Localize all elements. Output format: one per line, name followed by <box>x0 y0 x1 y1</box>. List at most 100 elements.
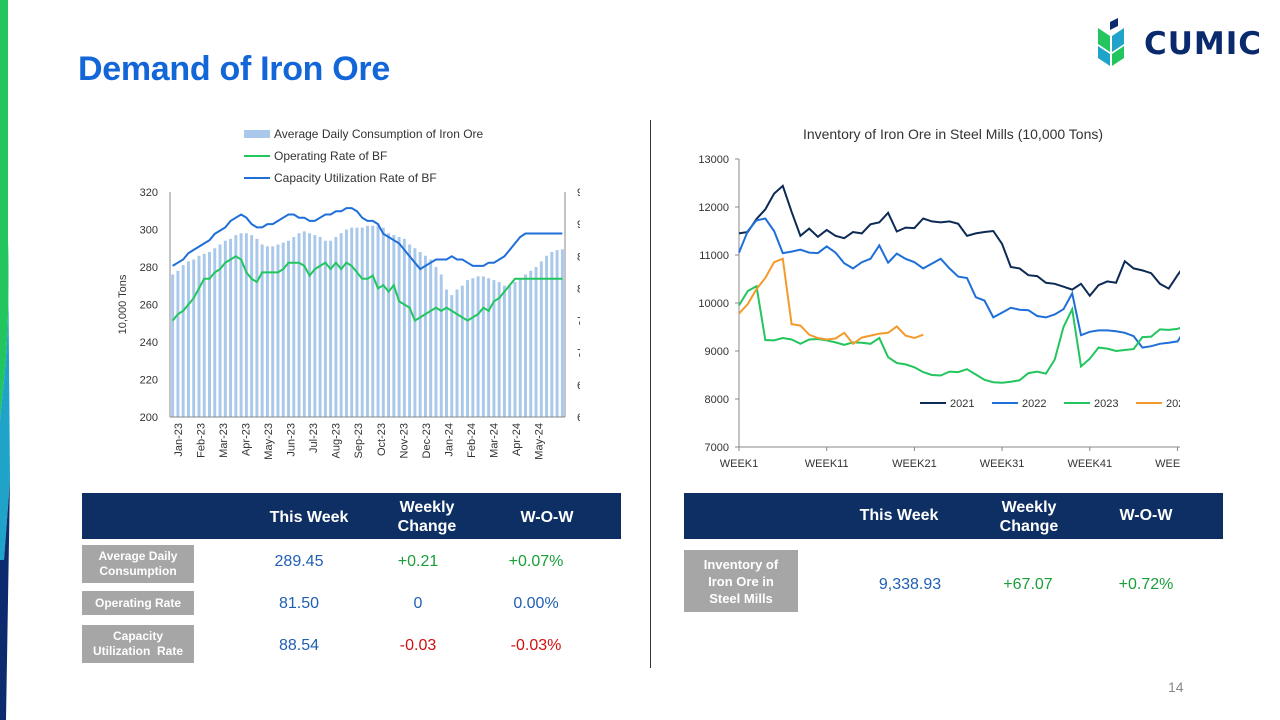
row-label-line: Consumption <box>99 564 177 578</box>
inventory-weekly-change: +67.07 <box>1003 576 1053 593</box>
header-change: Change <box>999 518 1059 535</box>
consumption-bar <box>423 255 427 417</box>
consumption-bar <box>313 235 317 417</box>
legend-label: Capacity Utilization Rate of BF <box>274 171 437 185</box>
consumption-bar <box>192 259 196 417</box>
series-line-2023 <box>738 284 1180 384</box>
consumption-bar <box>250 235 254 417</box>
cumic-logo-icon <box>1098 18 1124 66</box>
consumption-bar <box>202 253 206 417</box>
legend-label: Average Daily Consumption of Iron Ore <box>274 127 484 141</box>
y-tick-label: 12000 <box>698 202 729 214</box>
header-wow: W-O-W <box>1119 507 1173 524</box>
consumption-bar <box>508 285 512 417</box>
chart-left-axes: 200 220 240 260 280 300 320 60 65 70 75 80 85 90 95 10,… <box>117 187 580 460</box>
chart-right-axes: 7000 8000 9000 10000 11000 12000 13000 WEEK1 WEE… <box>698 154 1180 470</box>
x-tick-label: Jan-23 <box>173 423 185 457</box>
x-tick-label: Feb-23 <box>196 423 208 458</box>
consumption-bar <box>434 267 438 417</box>
consumption-bar <box>234 235 238 417</box>
legend-label-2022: 2022 <box>1022 398 1046 410</box>
x-tick-label: Apr-23 <box>241 423 253 456</box>
right-y-tick-label: 90 <box>577 219 580 231</box>
capacity-rate-this-week: 88.54 <box>278 637 320 654</box>
series-line-2021 <box>738 184 1180 298</box>
chart-right-title: Inventory of Iron Ore in Steel Mills (10… <box>803 126 1103 142</box>
consumption-bar <box>171 274 175 417</box>
x-tick-label: Jan-24 <box>443 423 455 457</box>
consumption-bar <box>218 244 222 417</box>
row-label-line: Iron Ore in <box>708 573 774 589</box>
consumption-bar <box>487 278 491 417</box>
consumption-bar <box>276 244 280 417</box>
page-number: 14 <box>1168 679 1184 695</box>
left-y-tick-label: 220 <box>140 375 158 387</box>
chart-left-lines <box>171 207 563 323</box>
row-label-capacity-utilization: Capacity Utilization Rate <box>82 625 194 663</box>
consumption-bar <box>413 248 417 417</box>
y-tick-label: 8000 <box>705 394 729 406</box>
consumption-bar <box>355 227 359 417</box>
consumption-bar <box>429 259 433 417</box>
y-tick-label: 9000 <box>705 346 729 358</box>
consumption-bar <box>318 237 322 417</box>
header-change: Change <box>397 518 457 535</box>
right-y-tick-label: 65 <box>577 380 580 392</box>
row-label-line: Steel Mills <box>709 590 773 606</box>
capacity-utilization-line <box>172 207 563 271</box>
x-tick-label: Jun-23 <box>286 423 298 457</box>
consumption-bar <box>466 280 470 417</box>
chart-right-lines <box>738 184 1180 384</box>
header-this-week: This Week <box>269 509 349 526</box>
consumption-bar <box>213 248 217 417</box>
left-y-tick-label: 320 <box>140 187 158 199</box>
row-label-line: Utilization Rate <box>92 644 183 658</box>
consumption-bar <box>481 276 485 417</box>
left-y-tick-label: 280 <box>140 262 158 274</box>
consumption-bar <box>471 278 475 417</box>
right-y-tick-label: 75 <box>577 316 580 328</box>
chart-left-bars <box>171 225 564 417</box>
capacity-rate-wow: -0.03% <box>510 637 562 654</box>
consumption-bar <box>539 261 543 417</box>
consumption-bar <box>366 225 369 417</box>
x-tick-label: Nov-23 <box>398 423 410 458</box>
series-line-2024 <box>738 257 924 346</box>
consumption-bar <box>518 278 522 417</box>
row-label-average-daily-consumption: Average Daily Consumption <box>82 545 194 583</box>
operating-rate-line <box>171 255 563 323</box>
right-y-tick-label: 85 <box>577 251 580 263</box>
right-y-tick-label: 60 <box>577 412 580 424</box>
page-title: Demand of Iron Ore <box>78 50 390 88</box>
x-tick-label: WEEK21 <box>892 458 937 470</box>
consumption-bar <box>445 289 448 417</box>
consumption-bar <box>297 233 301 417</box>
consumption-bar <box>534 267 538 417</box>
consumption-bar <box>439 274 443 417</box>
right-y-tick-label: 80 <box>577 283 580 295</box>
consumption-bar <box>271 246 275 417</box>
x-tick-label: Jul-23 <box>308 423 320 453</box>
consumption-bar <box>455 289 459 417</box>
legend-label-2021: 2021 <box>950 398 974 410</box>
consumption-bar <box>260 244 264 417</box>
operating-rate-wow: 0.00% <box>513 595 559 612</box>
legend-swatch-bars <box>244 130 270 138</box>
consumption-bar <box>397 237 401 417</box>
y-tick-label: 7000 <box>705 442 729 454</box>
legend-label: Operating Rate of BF <box>274 149 387 163</box>
inventory-this-week: 9,338.93 <box>878 576 942 593</box>
consumption-bar <box>229 238 233 417</box>
x-tick-label: Mar-23 <box>218 423 230 458</box>
consumption-bar <box>239 233 243 417</box>
row-label-line: Operating Rate <box>94 595 181 610</box>
consumption-bar <box>460 285 464 417</box>
consumption-bar <box>339 233 343 417</box>
consumption-bar <box>502 285 506 417</box>
consumption-bar <box>555 250 559 417</box>
left-y-tick-label: 300 <box>140 225 158 237</box>
consumption-bar <box>560 249 564 417</box>
consumption-bar <box>208 252 211 417</box>
